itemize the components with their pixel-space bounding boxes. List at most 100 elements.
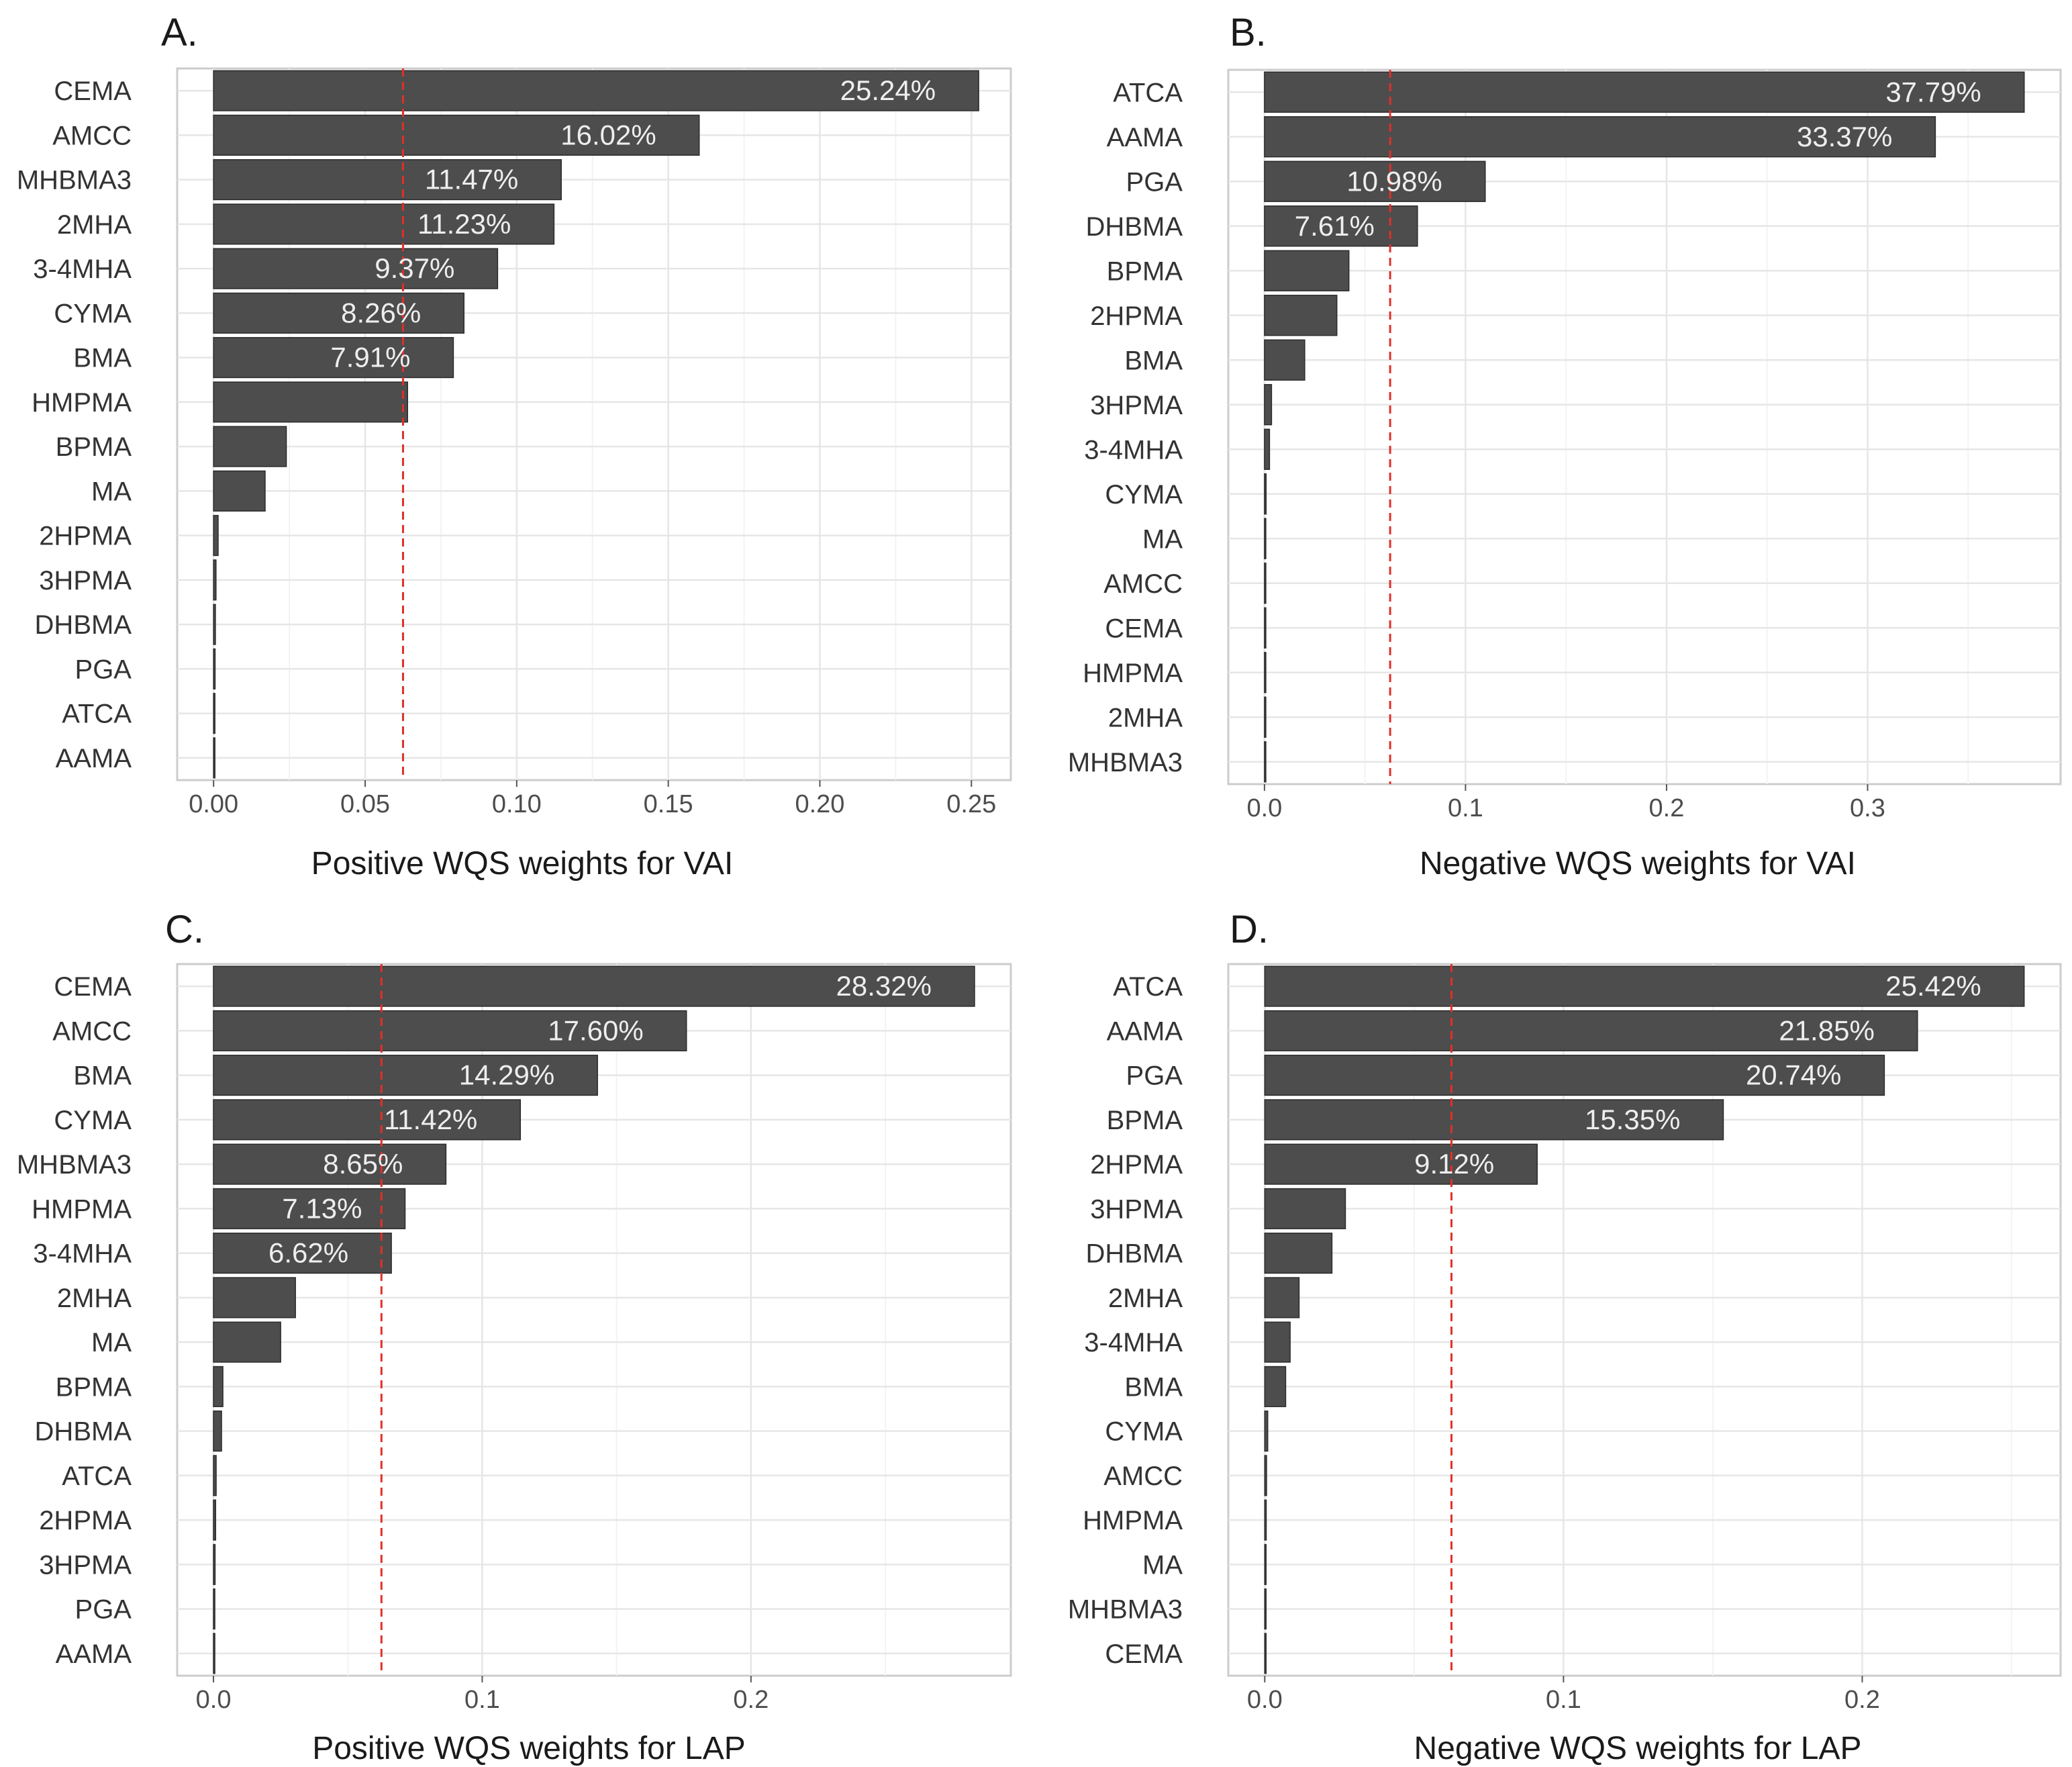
bar-value-label: 11.47% (425, 164, 518, 195)
bar-value-label: 11.42% (384, 1104, 477, 1135)
x-tick-label: 0.3 (1850, 794, 1885, 822)
bar-atca (1264, 965, 2025, 1007)
bar-2mha (1264, 1277, 1300, 1319)
bar-value-label: 17.60% (548, 1014, 643, 1046)
x-tick-label: 0.2 (1844, 1686, 1880, 1714)
x-tick-label: 0.1 (1448, 794, 1483, 822)
x-tick-label: 0.0 (1246, 794, 1282, 822)
category-label: BPMA (1107, 1106, 1183, 1135)
category-label: PGA (75, 655, 132, 684)
x-tick-label: 0.0 (1247, 1686, 1283, 1714)
category-label: AAMA (1107, 123, 1183, 152)
bar-mhbma3 (213, 1143, 447, 1185)
category-label: MHBMA3 (17, 1150, 132, 1180)
category-label: HMPMA (1083, 659, 1183, 688)
bar-value-label: 8.65% (323, 1148, 403, 1180)
category-label: CYMA (54, 299, 132, 328)
bar-mhbma3 (213, 159, 562, 201)
bar-value-label: 21.85% (1779, 1014, 1874, 1046)
bar-2hpma (213, 1499, 217, 1541)
bar-bma (1264, 1366, 1287, 1407)
category-label: MA (91, 1328, 132, 1357)
category-label: MHBMA3 (1068, 1595, 1183, 1625)
bar-bpma (1264, 250, 1350, 291)
bar-value-label: 33.37% (1797, 121, 1892, 152)
bar-3hpma (1264, 1188, 1346, 1229)
x-tick-label: 0.05 (340, 790, 390, 818)
bar-2hpma (1264, 295, 1338, 336)
category-label: AAMA (56, 744, 132, 773)
category-label: BMA (1124, 1372, 1183, 1402)
category-label: BPMA (56, 432, 132, 462)
panel-label: A. (161, 11, 198, 54)
x-tick-label: 0.10 (492, 790, 542, 818)
bar-bpma (213, 426, 287, 467)
category-label: MHBMA3 (1068, 748, 1183, 777)
bar-amcc (1264, 563, 1267, 604)
x-axis-title: Positive WQS weights for VAI (311, 846, 734, 881)
bar-value-label: 14.29% (459, 1059, 554, 1091)
panel-c-chart: 28.32% 17.60% 14.29% 11.42% 8.65% 7.13% 6.62% C… (17, 908, 1012, 1766)
category-label: BMA (73, 1061, 132, 1091)
bar-ma (1264, 1543, 1267, 1585)
bar-value-label: 7.13% (282, 1192, 362, 1224)
bar-bma (1264, 339, 1305, 381)
x-axis-title: Positive WQS weights for LAP (312, 1731, 746, 1766)
x-tick-label: 0.0 (196, 1686, 232, 1714)
x-tick-label: 0.20 (795, 790, 844, 818)
bar-aama (213, 737, 215, 779)
category-label: 2MHA (1108, 703, 1183, 732)
category-label: PGA (1126, 1061, 1183, 1091)
category-label: 3HPMA (1090, 391, 1183, 420)
category-label: 3-4MHA (33, 1239, 132, 1269)
category-label: AMCC (52, 1016, 132, 1046)
bar-2hpma (1264, 1143, 1538, 1185)
category-label: AAMA (56, 1639, 132, 1669)
x-tick-label: 0.2 (1649, 794, 1685, 822)
category-label: BPMA (1107, 256, 1183, 286)
bar-aama (1264, 116, 1936, 158)
bar-cema (1264, 1633, 1267, 1674)
bar-atca (1264, 71, 2025, 113)
bar-aama (1264, 1010, 1918, 1051)
category-label: MA (1142, 1550, 1183, 1580)
category-label: AAMA (1107, 1016, 1183, 1046)
category-label: BMA (1124, 346, 1183, 375)
category-label: HMPMA (1083, 1506, 1183, 1535)
category-label: 2HPMA (39, 522, 132, 551)
category-label: BPMA (56, 1372, 132, 1402)
category-label: CYMA (1105, 1417, 1183, 1447)
bar-aama (213, 1633, 215, 1674)
category-label: AMCC (52, 121, 132, 150)
bar-value-label: 9.12% (1414, 1148, 1494, 1180)
bar-value-label: 9.37% (375, 252, 454, 284)
x-axis-title: Negative WQS weights for LAP (1414, 1731, 1862, 1766)
category-label: BMA (73, 344, 132, 373)
bar-dhbma (213, 604, 216, 645)
bar-cyma (213, 292, 464, 334)
bar-2mha (213, 1277, 296, 1319)
category-label: 3HPMA (39, 1550, 132, 1580)
category-label: 3-4MHA (33, 254, 132, 284)
bar-cyma (1264, 1411, 1269, 1452)
panel-a-chart: 25.24% 16.02% 11.47% 11.23% 9.37% 8.26% 7.91% C… (17, 11, 1012, 881)
category-label: 2HPMA (1090, 301, 1183, 331)
x-tick-label: 0.00 (189, 790, 238, 818)
bar-value-label: 10.98% (1346, 165, 1442, 197)
bar-dhbma (213, 1411, 222, 1452)
bar-value-label: 25.42% (1885, 970, 1981, 1002)
category-label: ATCA (1113, 972, 1183, 1002)
bar-dhbma (1264, 205, 1418, 247)
bar-bpma (213, 1366, 224, 1407)
category-label: DHBMA (35, 610, 132, 640)
category-label: DHBMA (35, 1417, 132, 1447)
bar-cema (1264, 607, 1267, 649)
bar-value-label: 8.26% (341, 297, 421, 328)
category-label: 2MHA (1108, 1284, 1183, 1313)
bar-hmpma (213, 1188, 406, 1229)
bar-pga (1264, 160, 1486, 202)
category-label: ATCA (62, 1462, 132, 1491)
category-label: CEMA (1105, 1639, 1183, 1669)
bar-ma (213, 1321, 281, 1363)
category-label: 3-4MHA (1084, 1328, 1183, 1357)
